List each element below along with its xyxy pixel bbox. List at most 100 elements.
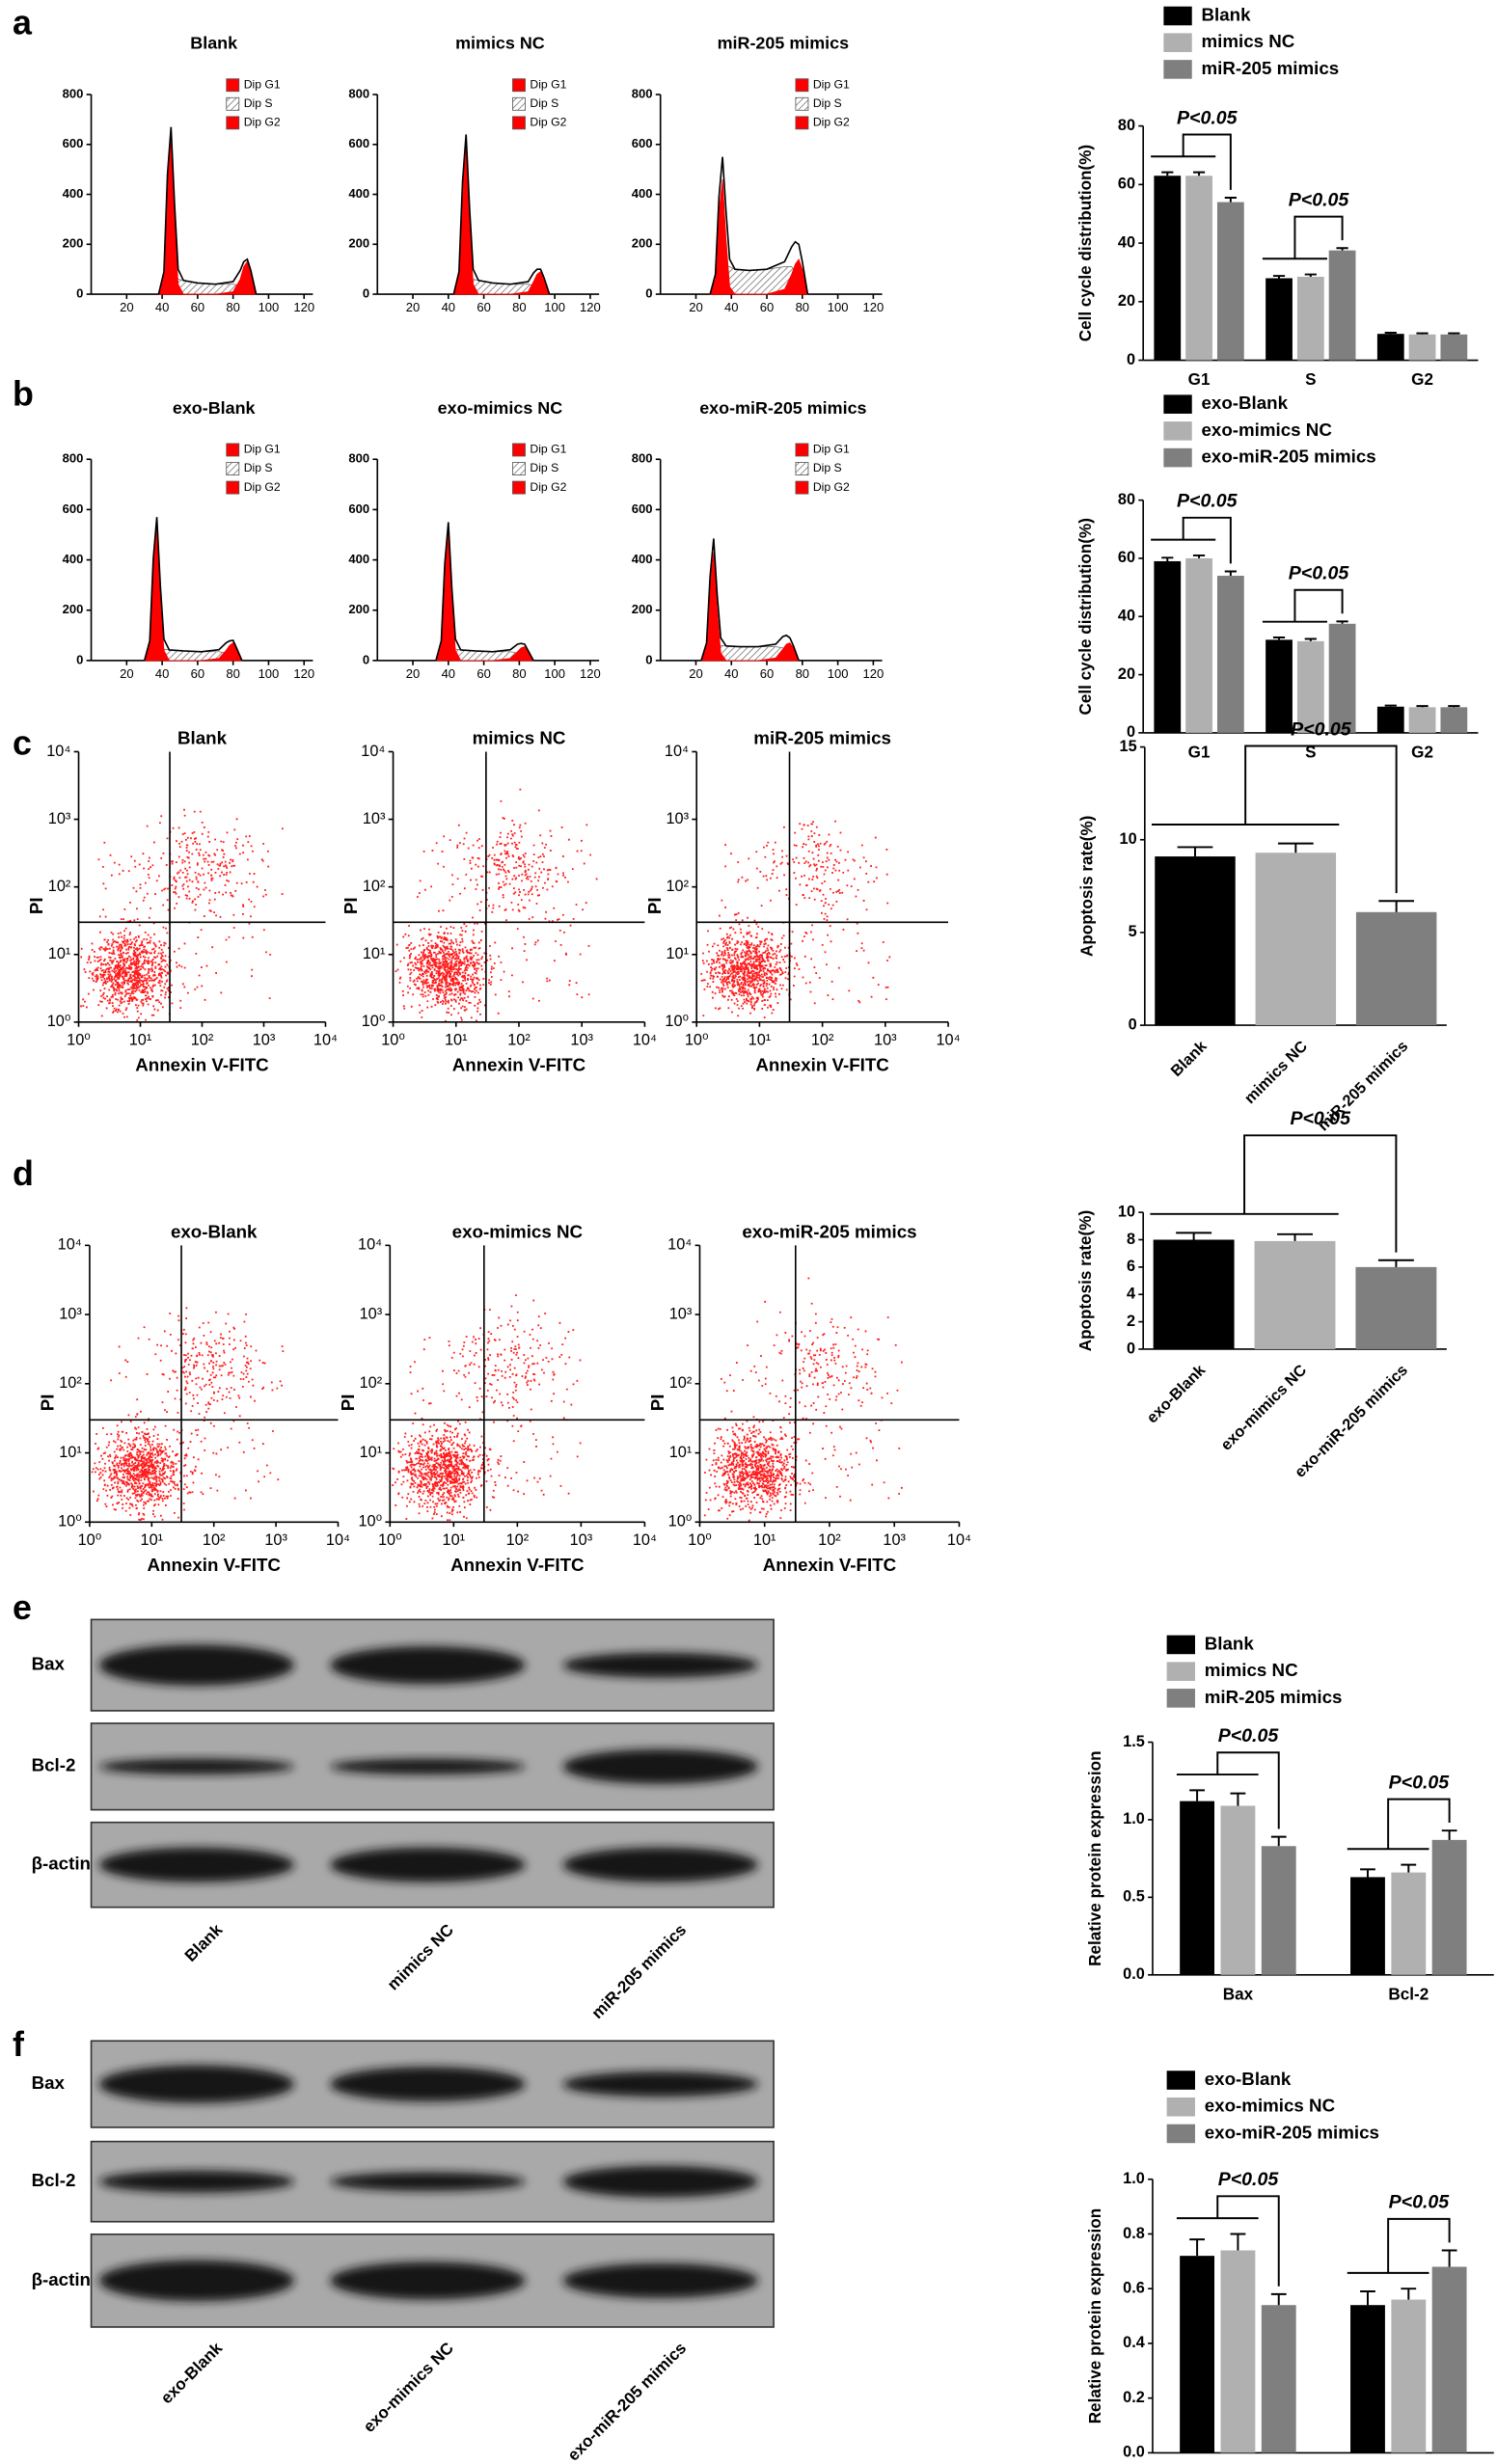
y-tick-label: 0 <box>1127 351 1135 368</box>
y-tick-label: 20 <box>1118 292 1135 310</box>
legend-label: mimics NC <box>1202 31 1295 51</box>
bar <box>1220 2250 1256 2453</box>
bar <box>1408 334 1436 361</box>
chart-title: exo-miR-205 mimics <box>699 398 866 418</box>
y-tick-label: 20 <box>1118 665 1135 683</box>
legend-label: Dip G1 <box>813 77 850 91</box>
y-tick-label: 400 <box>632 552 653 566</box>
legend-swatch <box>1163 60 1192 79</box>
bar <box>1255 853 1337 1026</box>
blot-band <box>330 1847 526 1882</box>
x-tick-label: 10³ <box>874 1032 897 1049</box>
bar <box>1376 706 1404 733</box>
y-tick-label: 0 <box>1127 1340 1135 1357</box>
legend-label: Dip S <box>530 461 558 474</box>
blot-band <box>98 1758 294 1774</box>
lane-label: miR-205 mimics <box>588 1920 691 2022</box>
bar <box>1216 202 1244 361</box>
y-axis-label: PI <box>644 897 665 914</box>
bar <box>1254 1240 1336 1349</box>
x-tick-label: exo-miR-205 mimics <box>1292 1362 1411 1481</box>
area <box>710 257 808 295</box>
y-tick-label: 10¹ <box>360 1444 383 1461</box>
lane-label: Blank <box>181 1920 227 1965</box>
lane-label: exo-mimics NC <box>360 2339 457 2436</box>
area <box>435 646 534 662</box>
error-bar <box>1401 1863 1417 1873</box>
significance-label: P<0.05 <box>1389 2192 1451 2213</box>
y-tick-label: 10³ <box>59 1305 82 1322</box>
x-tick-label: 10¹ <box>141 1531 164 1549</box>
y-tick-label: 10¹ <box>669 1444 693 1461</box>
lane-label: exo-Blank <box>157 2339 227 2408</box>
legend-swatch <box>1166 1635 1195 1655</box>
chart-title: exo-mimics NC <box>452 1221 584 1241</box>
x-tick-label: 120 <box>580 666 601 681</box>
legend-label: miR-205 mimics <box>1205 1687 1343 1707</box>
event-cloud <box>703 1277 903 1522</box>
x-tick-label: G2 <box>1411 744 1433 762</box>
legend-label: exo-Blank <box>1205 2069 1292 2089</box>
x-tick-label: 10⁰ <box>78 1531 102 1549</box>
blot-band <box>562 2071 758 2098</box>
legend-swatch <box>795 116 809 130</box>
x-tick-label: 10² <box>506 1531 530 1549</box>
x-tick-label: 10⁴ <box>313 1032 338 1049</box>
y-tick-label: 0 <box>1129 1015 1137 1033</box>
error-bar <box>1384 332 1397 335</box>
x-tick-label: Blank <box>1168 1037 1211 1080</box>
x-tick-label: 80 <box>796 666 810 681</box>
x-axis-label: Annexin V-FITC <box>450 1555 585 1575</box>
chart-title: Blank <box>190 34 237 53</box>
x-tick-label: 10³ <box>264 1531 287 1549</box>
x-tick-label: 40 <box>442 666 456 681</box>
legend-swatch <box>226 443 240 457</box>
significance-label: P<0.05 <box>1291 718 1352 740</box>
panel-label: d <box>13 1154 34 1193</box>
y-tick-label: 1.0 <box>1123 1810 1145 1828</box>
bar <box>1180 1801 1215 1975</box>
bar <box>1180 2256 1215 2453</box>
x-tick-label: 80 <box>226 666 240 681</box>
legend-swatch <box>1166 2071 1195 2090</box>
legend-label: Dip S <box>244 96 273 110</box>
envelope-line <box>700 538 800 662</box>
x-tick-label: 100 <box>259 666 280 681</box>
x-tick-label: 20 <box>120 666 134 681</box>
x-tick-label: 120 <box>293 300 314 314</box>
error-bar <box>1189 1789 1205 1801</box>
y-tick-label: 0.8 <box>1123 2225 1145 2242</box>
x-tick-label: 10⁴ <box>936 1032 960 1049</box>
legend-label: exo-mimics NC <box>1202 420 1333 440</box>
error-bar <box>1416 705 1429 708</box>
x-tick-label: 10⁴ <box>947 1531 971 1549</box>
x-tick-label: 10⁰ <box>378 1531 402 1549</box>
error-bar <box>1272 275 1286 279</box>
x-tick-label: 80 <box>796 300 810 314</box>
error-bar <box>1270 1835 1287 1847</box>
bar <box>1261 2305 1296 2453</box>
y-tick-label: 10² <box>669 1374 693 1392</box>
error-bar <box>1272 636 1286 640</box>
x-tick-label: 10² <box>203 1531 226 1549</box>
y-tick-label: 0.4 <box>1123 2334 1145 2351</box>
x-tick-label: G1 <box>1188 370 1211 389</box>
y-tick-label: 0.6 <box>1123 2280 1145 2297</box>
error-bar <box>1416 332 1429 335</box>
chart-title: mimics NC <box>455 34 545 53</box>
chart-title: exo-mimics NC <box>438 398 563 418</box>
area <box>701 642 800 662</box>
x-tick-label: 60 <box>476 300 490 314</box>
bar <box>1185 176 1212 361</box>
y-axis-label: Relative protein expression <box>1086 2208 1104 2423</box>
blot-band <box>562 2165 758 2198</box>
x-tick-label: 10⁰ <box>381 1032 405 1049</box>
y-tick-label: 10⁴ <box>358 1236 382 1254</box>
blot-band <box>330 1646 526 1685</box>
x-tick-label: 40 <box>724 666 739 681</box>
bar <box>1440 707 1468 733</box>
y-tick-label: 10¹ <box>666 945 689 962</box>
legend-label: exo-miR-205 mimics <box>1202 447 1376 467</box>
y-tick-label: 10³ <box>363 810 386 827</box>
